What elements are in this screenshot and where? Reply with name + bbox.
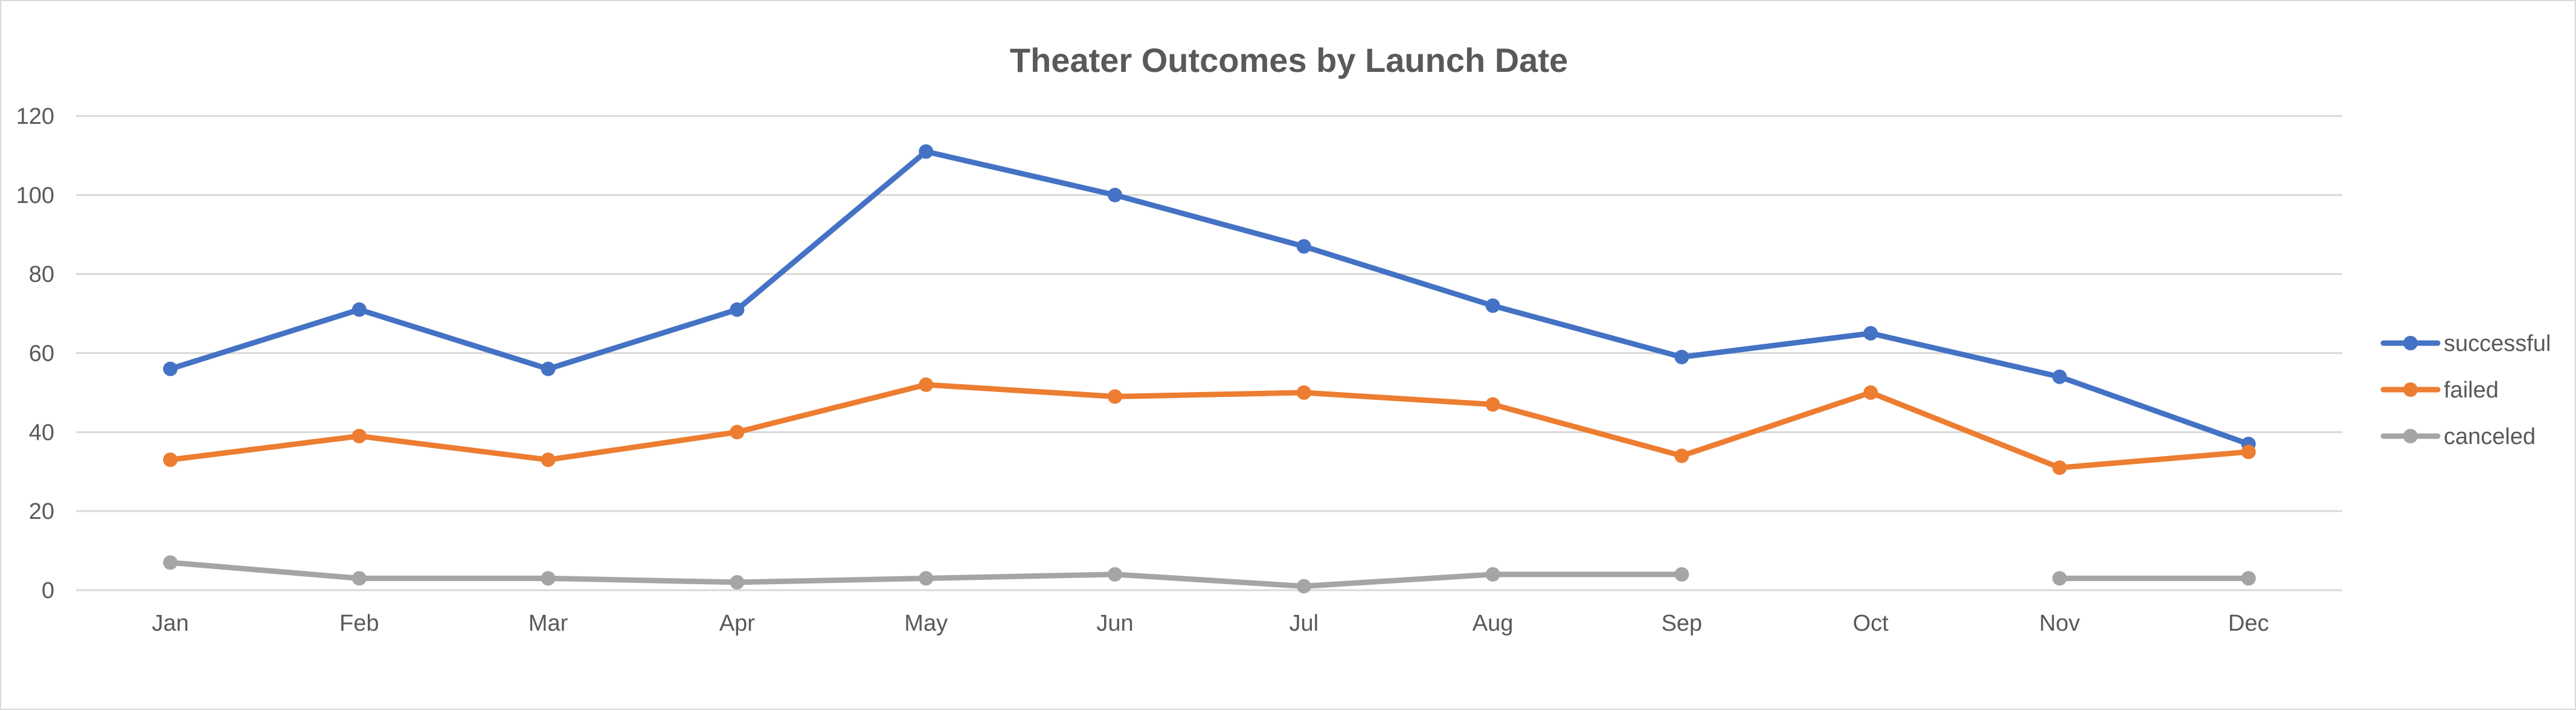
x-tick-label: Jan [152, 611, 188, 636]
legend-item-successful: successful [2380, 331, 2551, 356]
data-point [2052, 369, 2067, 384]
x-tick-label: Jul [1290, 611, 1319, 636]
data-point [919, 144, 934, 159]
chart-title: Theater Outcomes by Launch Date [1010, 41, 1568, 79]
data-point [1674, 350, 1689, 365]
y-tick-label: 100 [16, 183, 54, 208]
series-line [167, 149, 2252, 447]
data-point [730, 574, 745, 590]
legend-item-failed: failed [2380, 378, 2499, 403]
gridlines [76, 115, 2342, 591]
data-point [1108, 187, 1122, 202]
x-tick-label: May [904, 611, 948, 636]
x-tick-label: Mar [528, 611, 568, 636]
x-tick-label: Oct [1853, 611, 1889, 636]
legend-label: canceled [2444, 424, 2536, 449]
x-tick-label: Feb [339, 611, 379, 636]
data-point [919, 377, 934, 392]
data-point [541, 452, 556, 468]
legend-swatch-marker [2403, 336, 2418, 350]
x-tick-label: Dec [2228, 611, 2269, 636]
legend: successful failed canceled [2380, 331, 2551, 449]
data-point [1863, 326, 1878, 341]
y-tick-label: 0 [42, 578, 54, 603]
data-point [2052, 571, 2067, 586]
x-tick-label: Aug [1473, 611, 1514, 636]
legend-swatch-marker [2403, 382, 2418, 397]
legend-swatch-marker [2403, 429, 2418, 443]
legend-label: successful [2444, 331, 2551, 356]
data-point [1674, 567, 1689, 582]
data-point [1485, 567, 1500, 582]
data-point [1485, 397, 1500, 412]
y-axis-tick-labels: 0 20 40 60 80 100 120 [16, 104, 54, 603]
x-tick-label: Nov [2039, 611, 2080, 636]
data-point [730, 425, 745, 440]
data-point [1674, 448, 1689, 463]
data-point [919, 571, 934, 586]
data-point [1296, 239, 1311, 254]
series-lines [163, 144, 2256, 594]
data-point [352, 428, 367, 443]
data-point [541, 571, 556, 586]
data-point [1108, 567, 1122, 582]
data-point [1296, 385, 1311, 400]
legend-label: failed [2444, 378, 2499, 403]
data-point [352, 571, 367, 586]
x-axis-tick-labels: Jan Feb Mar Apr May Jun Jul Aug Sep Oct Nov Dec [152, 611, 2269, 636]
y-tick-label: 60 [29, 341, 54, 367]
data-point [1296, 579, 1311, 594]
data-point [2241, 571, 2256, 586]
series-line [167, 382, 2252, 471]
y-tick-label: 120 [16, 104, 54, 129]
data-point [1108, 389, 1122, 404]
y-tick-label: 40 [29, 420, 54, 445]
y-tick-label: 20 [29, 499, 54, 524]
data-point [2241, 445, 2256, 460]
data-point [163, 361, 178, 376]
data-point [1485, 298, 1500, 313]
series-successful [163, 144, 2256, 451]
data-point [163, 555, 178, 570]
data-point [1863, 385, 1878, 400]
series-canceled [163, 555, 2256, 594]
data-point [541, 361, 556, 376]
y-tick-label: 80 [29, 262, 54, 288]
data-point [730, 302, 745, 317]
x-tick-label: Sep [1662, 611, 1703, 636]
data-point [2052, 460, 2067, 475]
x-tick-label: Jun [1096, 611, 1133, 636]
x-tick-label: Apr [719, 611, 755, 636]
data-point [163, 452, 178, 468]
data-point [352, 302, 367, 317]
legend-item-canceled: canceled [2380, 424, 2536, 449]
series-failed [163, 377, 2256, 475]
